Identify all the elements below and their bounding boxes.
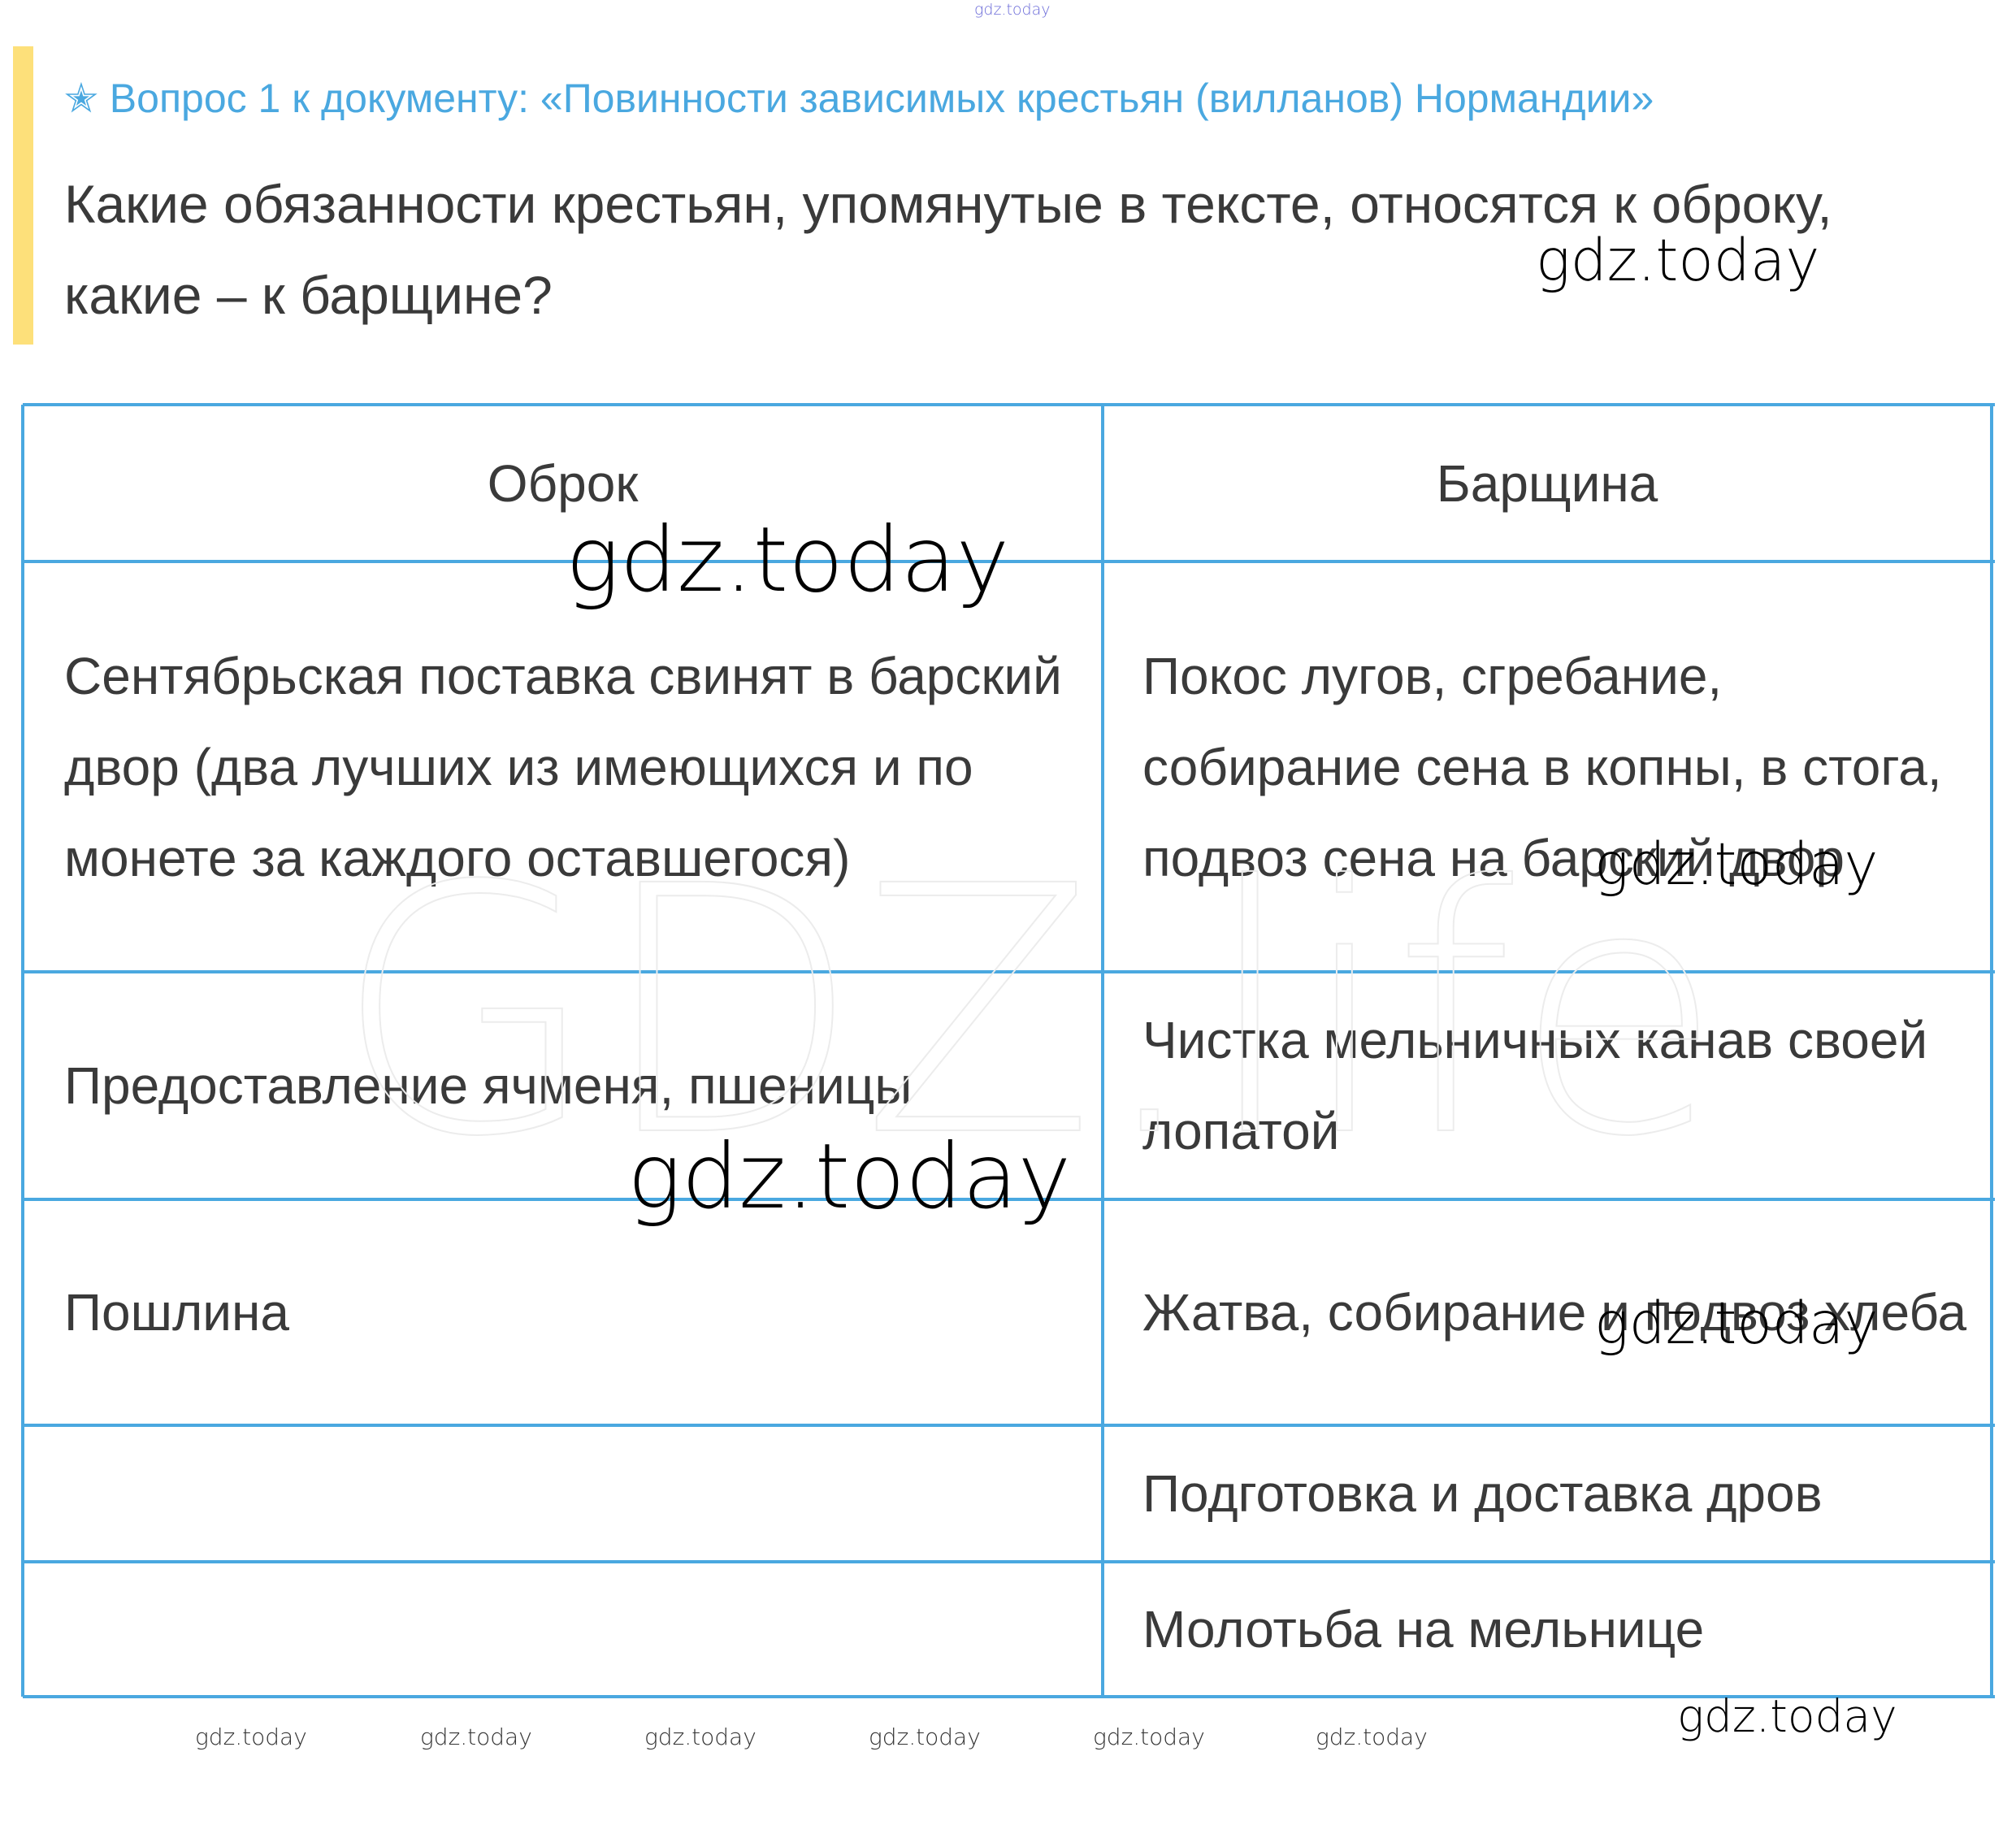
table-rule [1101, 405, 1104, 1697]
table-cell: Предоставление ячменя, пшеницы [64, 1056, 913, 1115]
table-cell: Жатва, собирание и подвоз хлеба [1142, 1283, 1967, 1342]
question-title: ✭ Вопрос 1 к документу: «Повинности зави… [64, 76, 1654, 121]
watermark: gdz.today [644, 1723, 757, 1750]
question-text: Какие обязанности крестьян, упомянутые в… [64, 174, 1832, 325]
table-cell: Молотьба на мельнице [1142, 1600, 1705, 1658]
watermark: gdz.today [869, 1723, 981, 1750]
table-cell: Чистка мельничных канав своей лопатой [1142, 1011, 1928, 1160]
watermark: gdz.today [627, 1124, 1072, 1229]
watermark: gdz.today [1316, 1723, 1428, 1750]
table-cell: Сентябрьская поставка свинят в барский д… [64, 646, 1062, 887]
table-rule [23, 1424, 1995, 1427]
watermark: gdz.today [195, 1723, 307, 1750]
table-rule [1990, 405, 1993, 1697]
accent-bar [13, 46, 33, 345]
table-rule [23, 970, 1995, 973]
table-rule [23, 560, 1995, 563]
table-cell: Пошлина [64, 1283, 289, 1342]
watermark: gdz.today [974, 1, 1051, 20]
watermark: gdz.today [1093, 1723, 1205, 1750]
watermark: gdz.today [566, 507, 1010, 613]
table-cell: Подготовка и доставка дров [1142, 1464, 1823, 1523]
watermark: gdz.today [1677, 1689, 1897, 1742]
table-rule [23, 1560, 1995, 1563]
watermark: gdz.today [420, 1723, 532, 1750]
watermark: gdz.today [1594, 1289, 1879, 1357]
watermark: GDZ.life [333, 813, 1724, 1212]
column-header: Оброк [487, 453, 639, 513]
watermark: gdz.today [1536, 226, 1820, 294]
table-rule [23, 403, 1995, 406]
table-rule [21, 405, 24, 1697]
watermark: gdz.today [1594, 830, 1879, 898]
table-rule [23, 1198, 1995, 1201]
column-header: Барщина [1436, 453, 1658, 513]
table-rule [23, 1695, 1995, 1698]
table-cell: Покос лугов, сгребание, собирание сена в… [1142, 646, 1942, 887]
